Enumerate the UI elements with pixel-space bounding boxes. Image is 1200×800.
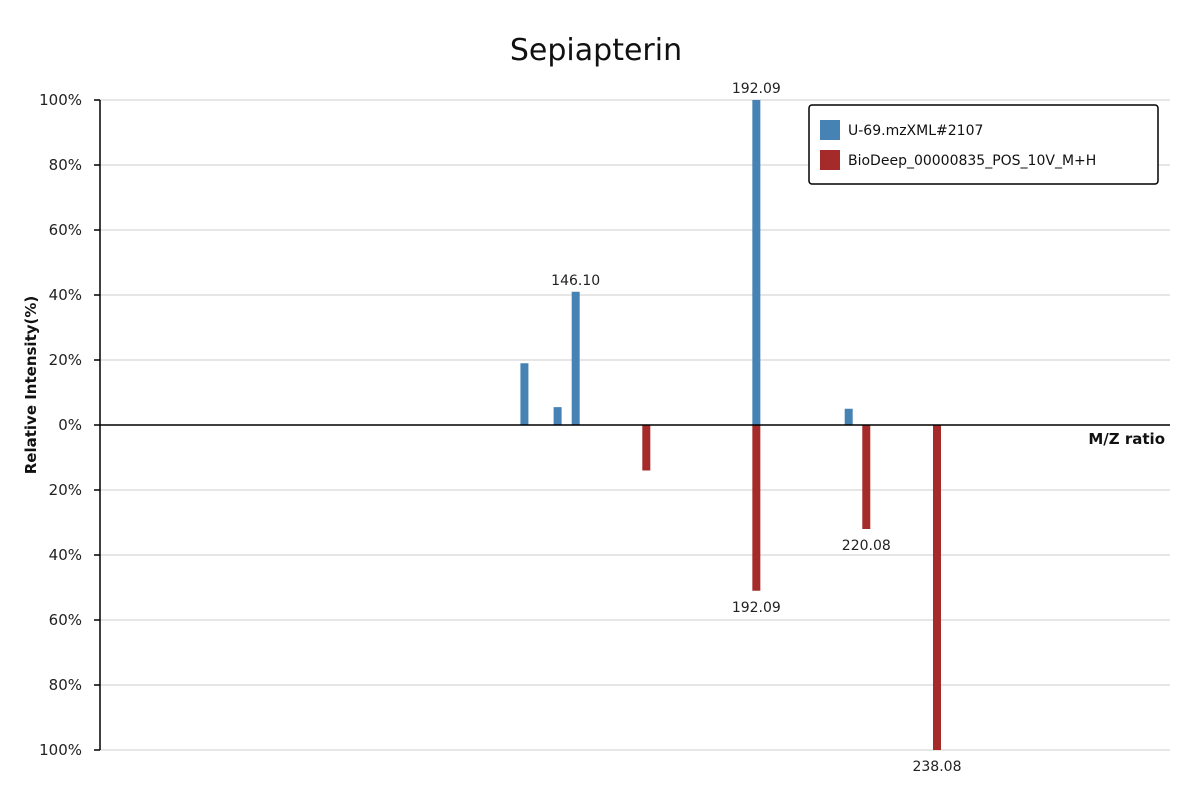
chart-title: Sepiapterin — [510, 33, 682, 68]
legend-swatch-query — [820, 120, 840, 140]
reference-peak-bar — [932, 425, 941, 750]
y-tick-label: 20% — [49, 351, 82, 369]
query-peak-bar — [752, 100, 761, 425]
peak-label: 146.10 — [551, 273, 600, 289]
query-peak-bar — [520, 363, 529, 425]
legend-swatch-reference — [820, 150, 840, 170]
reference-peak-bar — [862, 425, 871, 529]
y-tick-label: 40% — [49, 286, 82, 304]
reference-peak-bar — [642, 425, 651, 471]
spectrum-bars — [520, 100, 941, 750]
legend-box — [808, 104, 1159, 185]
y-tick-label: 100% — [39, 741, 82, 759]
y-axis-ticks: 100% 80% 60% 40% 20% 0% 20% 40% 60% 80% 100% — [39, 91, 100, 759]
peak-labels: 146.10 192.09 192.09 220.08 238.08 — [551, 81, 961, 775]
query-peak-bar — [571, 291, 580, 425]
x-axis-title: M/Z ratio — [1088, 430, 1165, 448]
y-tick-label: 80% — [49, 156, 82, 174]
query-peak-bar — [844, 408, 853, 425]
legend: U-69.mzXML#2107 BioDeep_00000835_POS_10V… — [808, 104, 1159, 185]
legend-label-reference: BioDeep_00000835_POS_10V_M+H — [848, 153, 1096, 169]
y-tick-label: 80% — [49, 676, 82, 694]
peak-label: 238.08 — [912, 759, 961, 775]
y-tick-label: 0% — [58, 416, 82, 434]
gridlines — [100, 99, 1170, 751]
y-tick-label: 100% — [39, 91, 82, 109]
reference-peak-bar — [752, 425, 761, 591]
query-peak-bar — [553, 407, 562, 425]
y-tick-label: 20% — [49, 481, 82, 499]
y-tick-label: 60% — [49, 611, 82, 629]
peak-label: 192.09 — [732, 600, 781, 616]
peak-label: 220.08 — [842, 538, 891, 554]
y-tick-label: 40% — [49, 546, 82, 564]
legend-label-query: U-69.mzXML#2107 — [848, 123, 983, 139]
y-axis-title: Relative Intensity(%) — [22, 296, 40, 475]
y-tick-label: 60% — [49, 221, 82, 239]
peak-label: 192.09 — [732, 81, 781, 97]
